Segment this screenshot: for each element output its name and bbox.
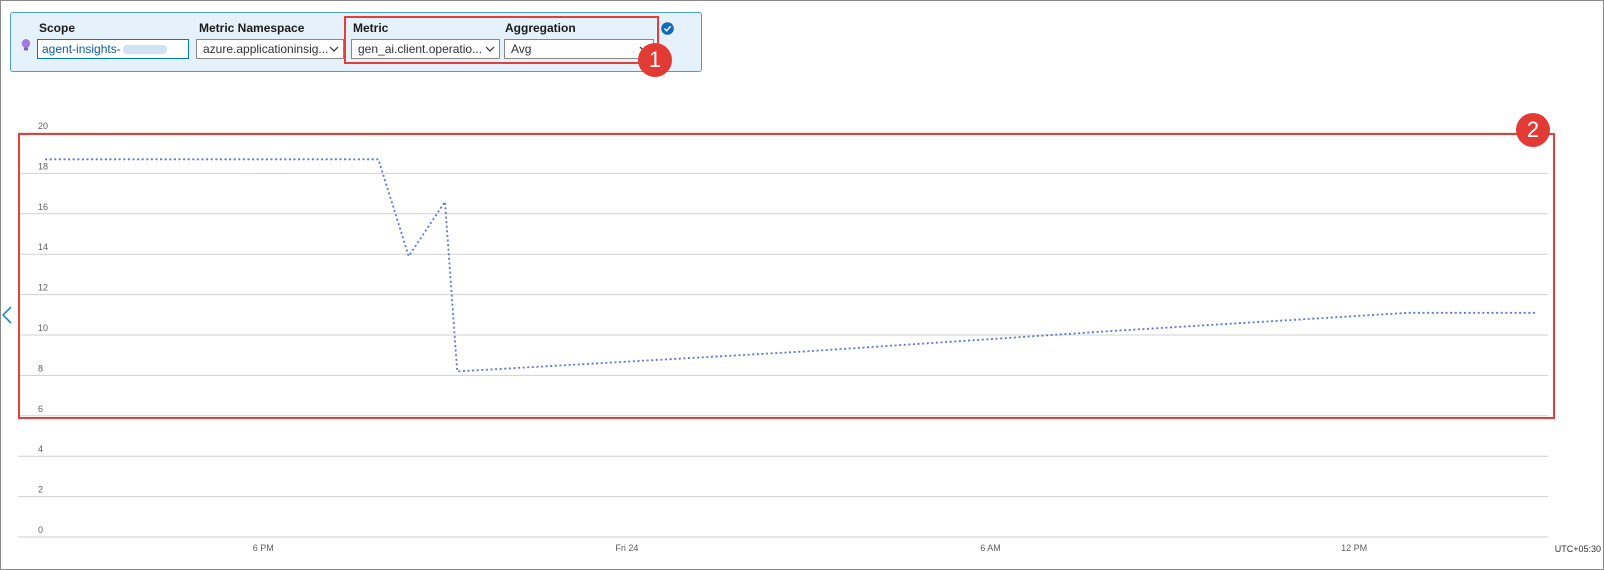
y-tick-label: 4: [38, 444, 43, 454]
namespace-dropdown[interactable]: azure.applicationinsig...: [196, 39, 344, 59]
y-tick-label: 12: [38, 283, 48, 293]
timezone-label: UTC+05:30: [1554, 544, 1601, 554]
y-tick-label: 18: [38, 161, 48, 171]
y-tick-label: 20: [38, 121, 48, 131]
y-tick-label: 0: [38, 525, 43, 535]
annotation-badge-1: 1: [638, 43, 672, 77]
metric-value: gen_ai.client.operatio...: [358, 42, 483, 56]
scope-label: Scope: [39, 21, 76, 35]
y-tick-label: 16: [38, 202, 48, 212]
lightbulb-icon: [21, 39, 31, 51]
scope-value: agent-insights-: [42, 42, 121, 56]
scope-input[interactable]: agent-insights-: [37, 39, 189, 59]
namespace-value: azure.applicationinsig...: [203, 42, 329, 56]
chevron-down-icon: [329, 46, 339, 52]
y-tick-label: 2: [38, 485, 43, 495]
x-tick-label: 6 AM: [980, 543, 1001, 553]
chevron-left-icon[interactable]: [1, 306, 13, 324]
series-line: [45, 158, 1536, 373]
metric-label: Metric: [353, 21, 389, 35]
namespace-label: Metric Namespace: [199, 21, 305, 35]
x-tick-label: Fri 24: [615, 543, 638, 553]
y-tick-label: 6: [38, 404, 43, 414]
metric-highlight-box: [344, 16, 659, 64]
aggregation-dropdown[interactable]: Avg: [504, 39, 654, 59]
aggregation-value: Avg: [511, 42, 532, 56]
aggregation-label: Aggregation: [505, 21, 576, 35]
annotation-badge-2: 2: [1516, 113, 1550, 147]
y-tick-label: 10: [38, 323, 48, 333]
x-tick-label: 6 PM: [253, 543, 274, 553]
checkmark-icon[interactable]: [661, 22, 674, 35]
y-tick-label: 14: [38, 242, 48, 252]
chevron-down-icon: [485, 46, 495, 52]
chart-highlight-box: [18, 133, 1555, 419]
redacted-text: [122, 45, 167, 55]
x-tick-label: 12 PM: [1341, 543, 1367, 553]
metric-dropdown[interactable]: gen_ai.client.operatio...: [351, 39, 500, 59]
y-tick-label: 8: [38, 363, 43, 373]
